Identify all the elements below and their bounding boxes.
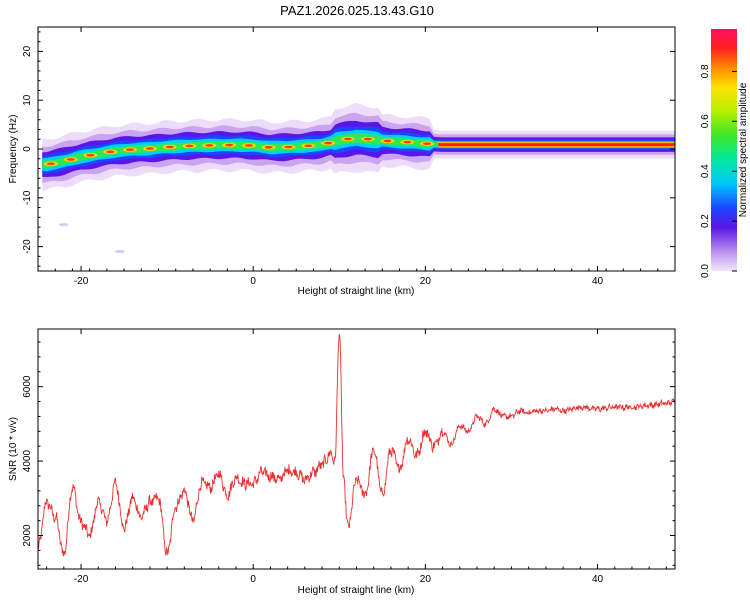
snr-x-tick-label: 40 [592,574,604,585]
spectrogram-peak-core [66,158,75,161]
spectrogram-peak-core [225,143,234,147]
colorbar-ticks: 0.0 0.2 0.4 0.6 0.8 [700,64,737,278]
colorbar-tick-label: 0.6 [700,114,711,128]
spectrogram-peak-core [165,145,174,149]
spectrogram-peak-core [126,148,135,152]
spectrogram-peak-core [106,150,115,154]
spectrogram-peak-core [205,144,214,147]
colorbar: 0.0 0.2 0.4 0.6 0.8 Normalized spectral ampl… [700,29,749,278]
snr-series [38,333,675,557]
spectrogram-peak-core [403,140,412,144]
snr-panel: -20 0 20 40 2000 4000 6000 Height of straight … [8,328,676,596]
spectrogram-y-tick-label: -20 [22,239,33,254]
spectrogram-peak-core [304,144,313,148]
snr-y-tick-label: 6000 [22,375,33,398]
spectrogram-peak-core [383,139,392,143]
colorbar-tick-label: 0.8 [700,64,711,78]
spectrogram-peak-core [324,141,333,145]
colorbar-tick-label: 0.4 [700,164,711,178]
spectrogram-axes: -20 0 20 40 20 10 0 -10 -20 [22,27,676,287]
spectrogram-y-tick-label: -10 [22,190,33,205]
spectrogram-x-tick-label: 20 [420,276,432,287]
spectrogram-stable-core [438,143,675,147]
spectrogram-contour-4 [42,129,675,172]
spectrogram-peak-core [363,137,372,141]
colorbar-tick-label: 0.0 [700,264,711,278]
colorbar-gradient [711,29,737,271]
spectrogram-peak-core [343,137,352,141]
snr-y-label: SNR (10 * v/v) [8,417,19,481]
spectrogram-outlier [58,223,69,227]
snr-x-label: Height of straight line (km) [298,585,415,596]
snr-x-tick-label: 0 [250,574,256,585]
spectrogram-peak-core [284,145,293,149]
spectrogram-panel: -20 0 20 40 20 10 0 -10 -20 Height of straight l… [8,26,676,297]
snr-x-tick-label: -20 [74,574,89,585]
snr-y-tick-label: 2000 [22,524,33,547]
snr-line [38,333,675,557]
snr-x-tick-label: 20 [420,574,432,585]
spectrogram-heatmap [42,103,675,253]
spectrogram-peak-core [185,144,194,148]
spectrogram-x-tick-label: 0 [250,276,256,287]
spectrogram-y-tick-label: 10 [22,94,33,106]
snr-axes: -20 0 20 40 2000 4000 6000 [22,329,675,585]
spectrogram-y-tick-label: 20 [22,45,33,57]
colorbar-label: Normalized spectral amplitude [738,82,749,217]
figure-title: PAZ1.2026.025.13.43.G10 [280,3,434,18]
spectrogram-y-label: Frequency (Hz) [8,115,19,184]
spectrogram-contour-5 [42,132,675,169]
spectrogram-peak-core [145,147,154,150]
spectrogram-peak-core [244,144,253,147]
colorbar-tick-label: 0.2 [700,214,711,228]
snr-y-tick-label: 4000 [22,450,33,473]
spectrogram-peak-core [264,146,273,149]
spectrogram-peak-core [46,162,55,166]
spectrogram-contour-3 [42,126,675,174]
spectrogram-peak-core [86,153,95,157]
spectrogram-x-tick-label: -20 [74,276,89,287]
spectrogram-y-tick-label: 0 [22,146,33,152]
spectrogram-x-tick-label: 40 [592,276,604,287]
snr-frame [37,328,676,570]
spectrogram-peak-core [423,142,432,146]
spectrogram-x-label: Height of straight line (km) [298,286,415,297]
spectrogram-outlier [114,249,125,253]
